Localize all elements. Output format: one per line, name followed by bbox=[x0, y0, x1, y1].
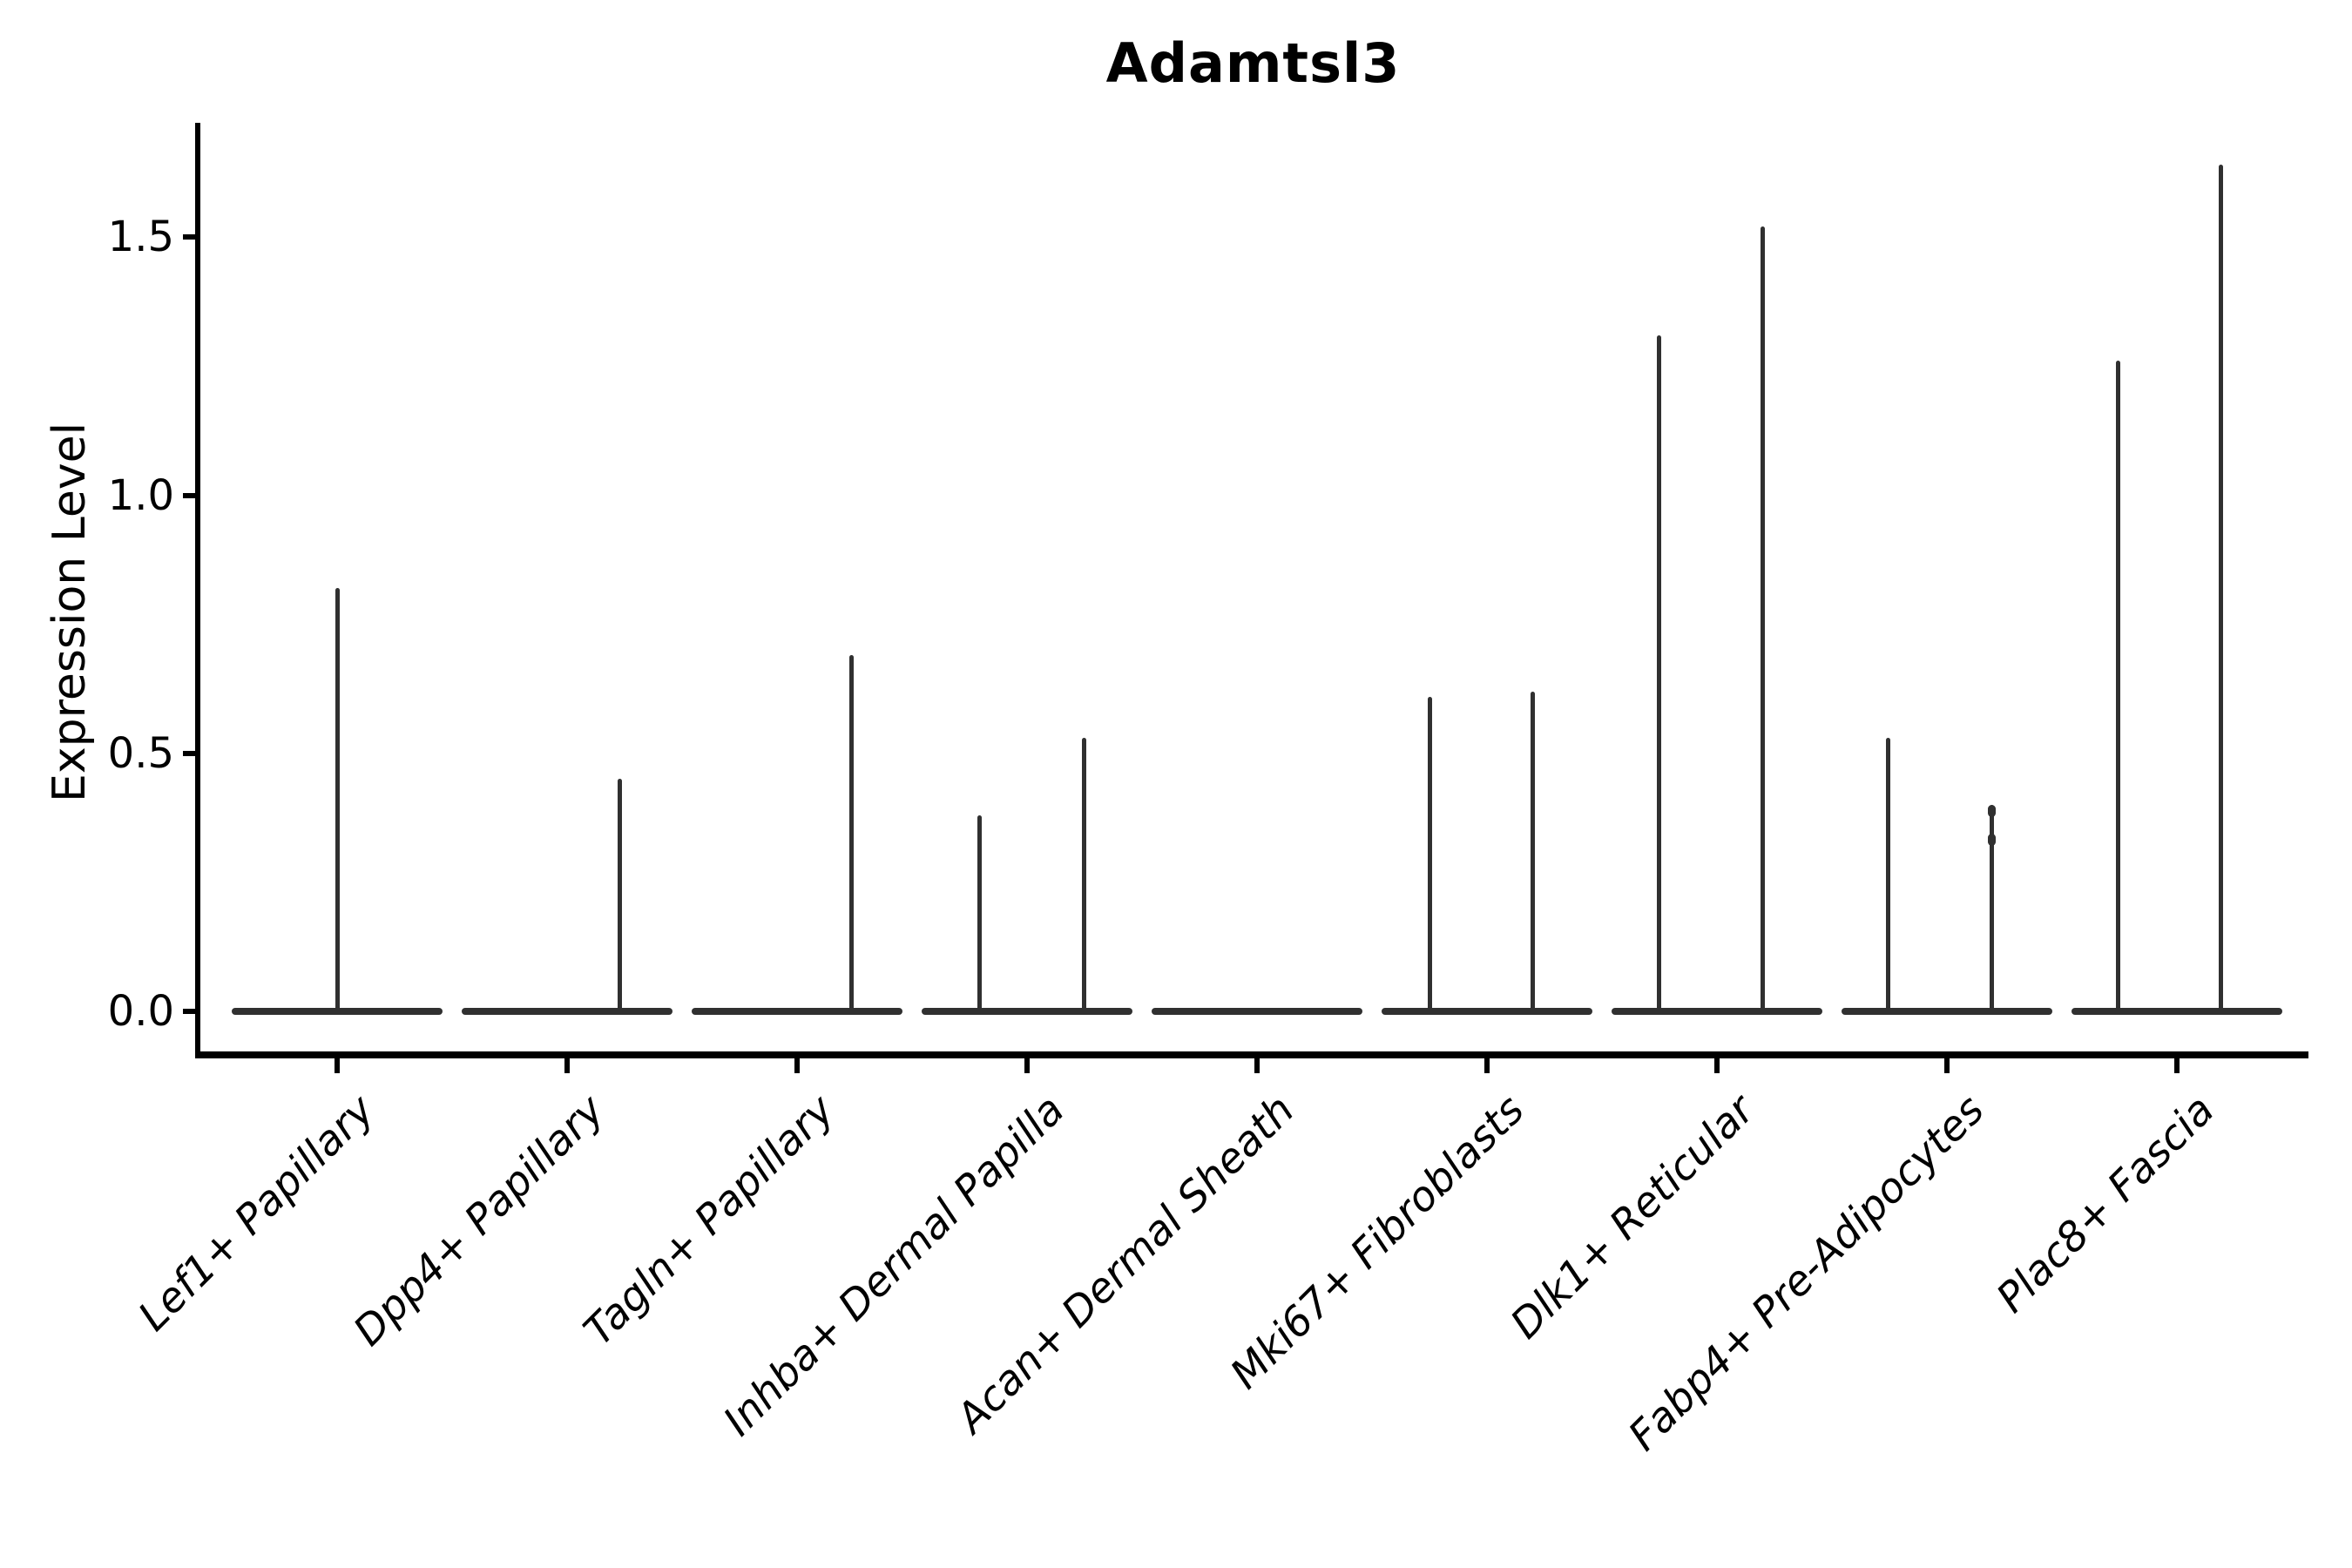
x-axis-spine bbox=[195, 1051, 2308, 1058]
violin-spike bbox=[1427, 696, 1432, 1015]
violin-baseline-bar bbox=[2072, 1008, 2282, 1015]
y-tick-label: 1.0 bbox=[107, 470, 174, 520]
violin-spike bbox=[1656, 335, 1661, 1015]
violin-baseline-bar bbox=[1612, 1008, 1822, 1015]
violin-spike bbox=[2218, 165, 2223, 1015]
x-tick-mark bbox=[1714, 1058, 1720, 1073]
violin-baseline-bar bbox=[462, 1008, 672, 1015]
y-tick-mark bbox=[183, 750, 197, 756]
violin-baseline-bar bbox=[1842, 1008, 2052, 1015]
y-tick-label: 0.0 bbox=[107, 987, 174, 1036]
violin-spike bbox=[1081, 737, 1086, 1015]
violin-point-dot bbox=[1987, 833, 1996, 846]
violin-baseline-bar bbox=[1382, 1008, 1592, 1015]
y-tick-label: 1.5 bbox=[107, 213, 174, 262]
y-tick-mark bbox=[183, 1009, 197, 1014]
x-tick-mark bbox=[1024, 1058, 1030, 1073]
violin-baseline-bar bbox=[922, 1008, 1132, 1015]
y-tick-mark bbox=[183, 234, 197, 240]
violin-baseline-bar bbox=[692, 1008, 902, 1015]
x-tick-mark bbox=[794, 1058, 800, 1073]
x-tick-mark bbox=[564, 1058, 570, 1073]
violin-spike bbox=[617, 779, 622, 1015]
y-tick-label: 0.5 bbox=[107, 728, 174, 778]
violin-spike bbox=[335, 588, 340, 1015]
violin-spike bbox=[1530, 691, 1535, 1015]
y-axis-label: Expression Level bbox=[44, 422, 96, 803]
y-axis-spine bbox=[195, 123, 200, 1058]
violin-spike bbox=[2115, 361, 2120, 1015]
x-tick-mark bbox=[1944, 1058, 1950, 1073]
violin-baseline-bar bbox=[1152, 1008, 1362, 1015]
violin-spike bbox=[848, 655, 854, 1015]
x-tick-mark bbox=[1484, 1058, 1490, 1073]
violin-spike bbox=[1760, 226, 1765, 1015]
x-tick-mark bbox=[335, 1058, 340, 1073]
violin-spike bbox=[1989, 805, 1994, 1015]
violin-point-dot bbox=[1987, 805, 1996, 817]
y-tick-mark bbox=[183, 492, 197, 498]
plot-title: Adamtsl3 bbox=[1105, 31, 1401, 95]
violin-spike bbox=[1885, 737, 1890, 1015]
x-tick-mark bbox=[2174, 1058, 2180, 1073]
violin-spike bbox=[977, 814, 982, 1015]
x-tick-mark bbox=[1254, 1058, 1260, 1073]
